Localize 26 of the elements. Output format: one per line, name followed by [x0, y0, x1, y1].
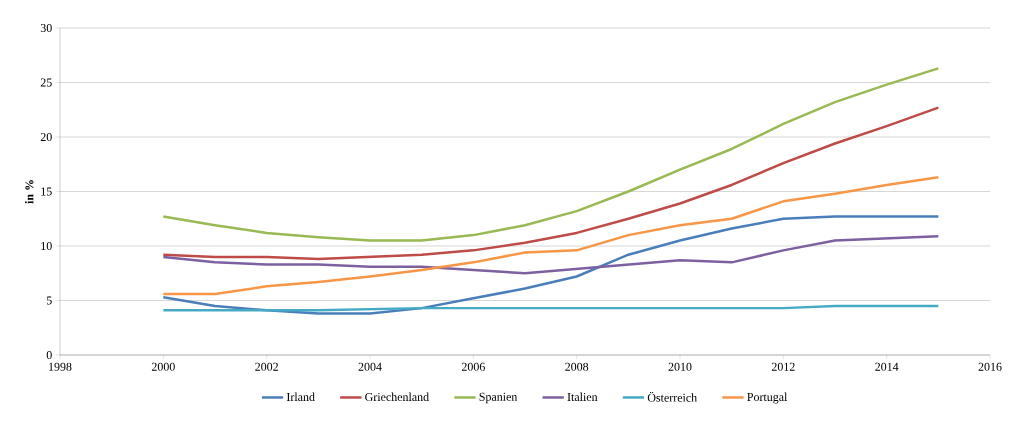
legend-label: Portugal: [747, 392, 788, 404]
x-tick-label: 2012: [771, 362, 795, 371]
x-tick-label: 2006: [461, 362, 485, 371]
x-tick-label: 2002: [255, 362, 278, 371]
y-tick-label: 0: [46, 350, 52, 360]
x-tick-label: 1998: [49, 362, 72, 371]
y-axis-title: in %: [24, 180, 34, 204]
y-tick-label: 15: [41, 187, 52, 196]
x-tick-label: 2008: [565, 362, 589, 371]
legend-label: Irland: [286, 392, 315, 401]
line-series: [162, 176, 940, 296]
legend-label: Österreich: [647, 391, 697, 402]
legend-label: Griechenland: [365, 392, 429, 401]
y-tick-label: 20: [40, 132, 52, 142]
x-tick-label: 2004: [358, 362, 382, 371]
x-tick-label: 2014: [875, 362, 899, 371]
y-tick-label: 10: [41, 241, 52, 251]
y-tick-label: 5: [46, 296, 52, 305]
y-tick-label: 30: [40, 23, 52, 33]
y-tick-label: 25: [40, 78, 52, 87]
x-tick-label: 2000: [151, 362, 175, 371]
line-series: [162, 67, 940, 242]
x-tick-label: 2016: [978, 362, 1002, 371]
legend-label: Spanien: [479, 392, 518, 404]
x-tick-label: 2010: [668, 362, 692, 371]
legend-label: Italien: [567, 392, 598, 401]
